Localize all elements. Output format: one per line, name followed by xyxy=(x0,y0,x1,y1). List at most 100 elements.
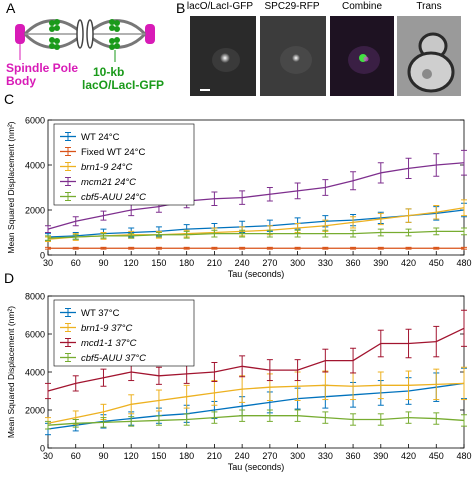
error-bar xyxy=(350,229,357,238)
panel-letter-b: B xyxy=(176,0,186,16)
y-tick-label: 6000 xyxy=(25,330,45,340)
error-bar xyxy=(239,246,246,250)
micrograph-merge-image xyxy=(330,16,394,96)
error-bar xyxy=(72,375,79,392)
y-tick-label: 4000 xyxy=(25,161,45,171)
error-bar xyxy=(461,414,467,427)
error-bar xyxy=(211,246,218,250)
legend-label: cbf5-AUU 37°C xyxy=(81,353,146,364)
legend-item: cbf5-AUU 24°C xyxy=(60,192,146,203)
error-bar xyxy=(239,229,246,238)
x-tick-label: 450 xyxy=(429,258,444,268)
x-tick-label: 480 xyxy=(456,451,471,461)
x-tick-label: 120 xyxy=(124,451,139,461)
micrograph-title-trans: Trans xyxy=(416,1,442,12)
error-bar xyxy=(405,370,412,401)
legend-label: Fixed WT 24°C xyxy=(81,147,145,158)
x-tick-label: 90 xyxy=(98,258,108,268)
panel-letter-d: D xyxy=(4,270,15,286)
series-line xyxy=(47,382,465,430)
error-bar xyxy=(350,347,357,374)
error-bar xyxy=(433,153,440,177)
error-bar xyxy=(294,246,301,250)
x-axis-label-d: Tau (seconds) xyxy=(228,462,285,472)
x-tick-label: 270 xyxy=(262,451,277,461)
x-tick-label: 180 xyxy=(179,258,194,268)
chromosome-schematic-diagram xyxy=(15,19,155,62)
y-tick-label: 8000 xyxy=(25,292,45,302)
error-bar xyxy=(45,225,51,233)
error-bar xyxy=(322,179,329,196)
error-bar xyxy=(239,409,246,422)
chromosome-arm-upper-right xyxy=(91,19,147,36)
error-bar xyxy=(294,182,301,200)
spb-left-shape xyxy=(15,24,25,44)
error-bar xyxy=(433,227,440,236)
x-tick-label: 270 xyxy=(262,258,277,268)
error-bar xyxy=(128,416,135,427)
legend-box xyxy=(53,299,195,367)
error-bar xyxy=(461,227,467,236)
error-bar xyxy=(322,411,329,424)
error-bar xyxy=(433,368,440,401)
error-bar xyxy=(350,216,357,229)
legend-label: cbf5-AUU 24°C xyxy=(81,192,146,203)
error-bar xyxy=(405,228,412,237)
series-line xyxy=(47,382,465,424)
series-d-1 xyxy=(45,366,467,430)
legend-label: mcd1-1 37°C xyxy=(81,338,137,349)
error-bar xyxy=(350,171,357,191)
legend-label: WT 24°C xyxy=(81,132,120,143)
legend-label: WT 37°C xyxy=(81,308,120,319)
error-bar xyxy=(155,415,162,426)
y-tick-label: 6000 xyxy=(25,116,45,126)
array-label-line2: lacO/LacI-GFP xyxy=(82,78,165,92)
error-bar xyxy=(266,229,273,238)
error-bar xyxy=(183,413,190,426)
panel-letter-a: A xyxy=(6,0,16,16)
series-line xyxy=(47,162,465,230)
error-bar xyxy=(211,229,218,238)
error-bar xyxy=(155,232,162,238)
error-bar xyxy=(266,359,273,382)
centromere-left xyxy=(76,19,84,49)
error-bar xyxy=(350,246,357,250)
laco-array-left xyxy=(49,19,60,50)
error-bar xyxy=(266,246,273,250)
x-tick-label: 240 xyxy=(235,451,250,461)
error-bar xyxy=(405,411,412,424)
x-tick-label: 210 xyxy=(207,451,222,461)
series-d-3 xyxy=(45,409,467,430)
error-bar xyxy=(433,205,440,220)
error-bar xyxy=(322,229,329,238)
error-bar xyxy=(377,162,384,184)
error-bar xyxy=(405,157,412,179)
x-tick-label: 330 xyxy=(318,258,333,268)
schematic-panel: Spindle Pole Body 10-kb lacO/LacI-GFP xyxy=(0,0,170,92)
error-bar xyxy=(405,246,412,250)
micrograph-title-gfp: lacO/LacI-GFP xyxy=(186,1,254,12)
spb-right-shape xyxy=(145,24,155,44)
legend-label: brn1-9 24°C xyxy=(81,162,132,173)
x-tick-label: 30 xyxy=(43,258,53,268)
x-tick-label: 180 xyxy=(179,451,194,461)
y-axis-label-d: Mean Squared Displacement (nm²) xyxy=(6,306,16,438)
error-bar xyxy=(294,229,301,238)
legend-d: WT 37°C brn1-9 37°C mcd1-1 37°C cbf5-AUU 37… xyxy=(53,299,195,367)
micrograph-title-rfp: SPC29-RFP xyxy=(264,1,320,12)
x-tick-label: 90 xyxy=(98,451,108,461)
y-axis-label-c: Mean Squared Displacement (nm²) xyxy=(6,121,16,253)
error-bar xyxy=(377,228,384,237)
x-tick-label: 360 xyxy=(346,258,361,268)
error-bar xyxy=(433,325,440,358)
error-bar xyxy=(72,216,79,227)
x-tick-label: 30 xyxy=(43,451,53,461)
series-c-1 xyxy=(45,246,467,250)
x-tick-label: 210 xyxy=(207,258,222,268)
error-bar xyxy=(433,246,440,250)
error-bar xyxy=(377,413,384,426)
x-tick-label: 330 xyxy=(318,451,333,461)
error-bar xyxy=(405,328,412,359)
error-bar xyxy=(100,246,107,250)
y-tick-label: 0 xyxy=(40,444,45,454)
